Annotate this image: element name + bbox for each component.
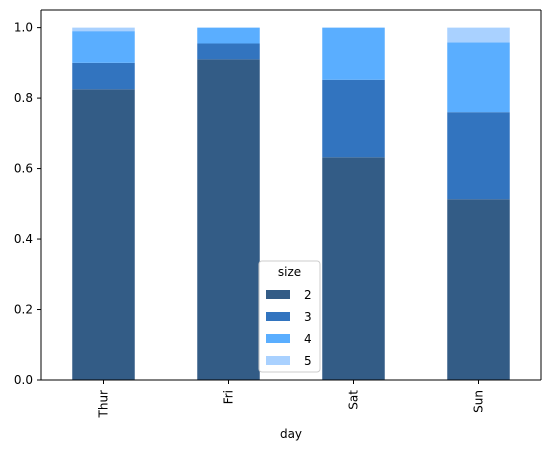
- y-tick-label: 0.4: [14, 232, 33, 246]
- bar-thur-size-4: [72, 31, 135, 63]
- x-tick-label: Sun: [472, 390, 486, 413]
- legend-label-size-4: 4: [304, 332, 312, 346]
- bar-sun-size-4: [447, 42, 510, 113]
- legend-swatch-size-2: [266, 290, 290, 299]
- legend-swatch-size-3: [266, 312, 290, 321]
- bar-sun-size-3: [447, 112, 510, 200]
- legend-title: size: [278, 265, 301, 279]
- x-tick-label: Sat: [347, 390, 361, 410]
- axes-group: 0.0 0.2 0.4 0.6 0.8 1.0 Thur Fri Sat Sun: [14, 9, 542, 419]
- x-tick-label: Thur: [97, 390, 111, 419]
- y-tick-label: 0.0: [14, 373, 33, 387]
- bar-sat-size-3: [322, 79, 385, 158]
- y-tick-label: 1.0: [14, 21, 33, 35]
- bar-thur-size-2: [72, 89, 135, 380]
- bars-group: [72, 27, 510, 380]
- bar-fri-size-4: [197, 27, 260, 44]
- bar-fri-size-3: [197, 43, 260, 60]
- legend-swatch-size-4: [266, 334, 290, 343]
- y-tick-label: 0.8: [14, 91, 33, 105]
- bar-fri-size-2: [197, 59, 260, 380]
- bar-sun-size-2: [447, 199, 510, 380]
- bar-thur-size-5: [72, 27, 135, 32]
- bar-sun-size-5: [447, 27, 510, 43]
- x-tick-label: Fri: [222, 390, 236, 404]
- y-tick-label: 0.6: [14, 162, 33, 176]
- legend-label-size-5: 5: [304, 354, 312, 368]
- bar-thur-size-3: [72, 62, 135, 90]
- legend-label-size-2: 2: [304, 288, 312, 302]
- x-axis-title: day: [280, 427, 302, 441]
- legend-swatch-size-5: [266, 356, 290, 365]
- y-tick-label: 0.2: [14, 303, 33, 317]
- legend-label-size-3: 3: [304, 310, 312, 324]
- bar-sat-size-2: [322, 157, 385, 380]
- bar-sat-size-4: [322, 27, 385, 80]
